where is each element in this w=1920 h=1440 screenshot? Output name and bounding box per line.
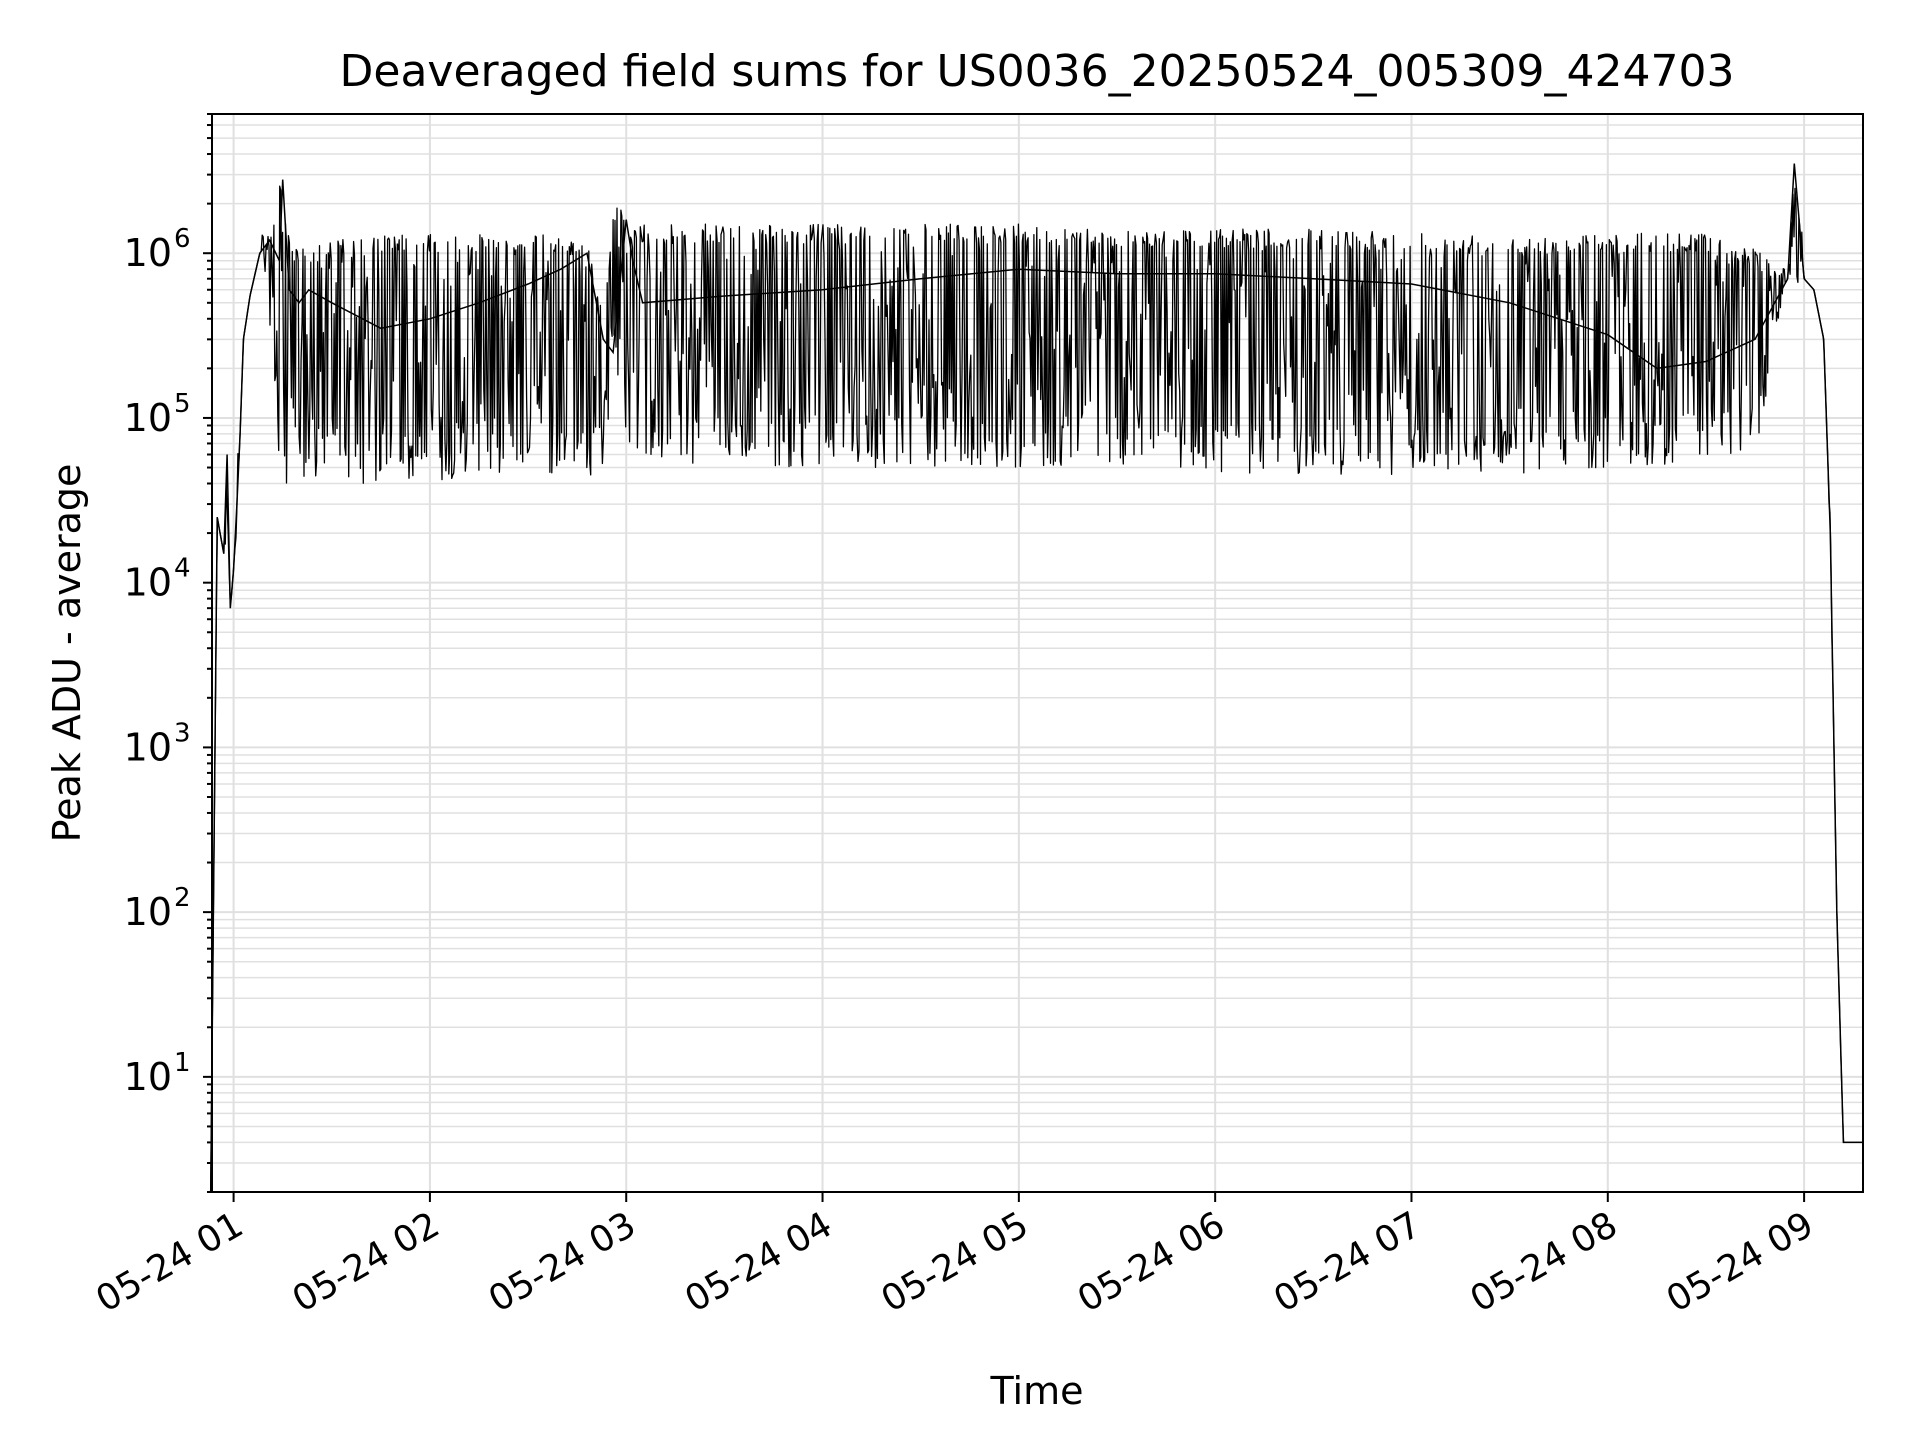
data-point: [259, 252, 261, 254]
data-point: [625, 219, 627, 221]
data-point: [723, 295, 725, 297]
data-point: [282, 179, 284, 181]
y-tick-exponent: 3: [174, 718, 191, 748]
y-axis-label: Peak ADU - average: [45, 464, 89, 843]
data-point: [822, 289, 824, 291]
x-tick-label: 05-24 03: [482, 1204, 643, 1320]
data-point: [298, 302, 300, 304]
data-point: [1829, 532, 1831, 534]
x-tick-label: 05-24 06: [1071, 1204, 1232, 1320]
data-point: [612, 351, 614, 353]
y-tick-label: 10: [124, 561, 172, 605]
data-point: [288, 289, 290, 291]
data-point: [239, 433, 241, 435]
data-point: [1705, 361, 1707, 363]
data-point: [236, 503, 238, 505]
data-point: [1803, 278, 1805, 280]
data-point: [1787, 278, 1789, 280]
data-point: [602, 338, 604, 340]
y-tick-label: 10: [124, 396, 172, 440]
x-tick-label: 05-24 05: [875, 1204, 1036, 1320]
data-point: [1214, 273, 1216, 275]
x-tick-label: 05-24 09: [1660, 1204, 1821, 1320]
data-point: [278, 260, 280, 262]
data-point: [249, 295, 251, 297]
data-point: [586, 252, 588, 254]
data-point: [1823, 338, 1825, 340]
y-tick-exponent: 1: [174, 1048, 191, 1078]
data-point: [1312, 278, 1314, 280]
series-line-fluctuation: [210, 185, 1863, 1193]
data-point: [527, 283, 529, 285]
data-point: [632, 260, 634, 262]
data-point: [1116, 273, 1118, 275]
data-point: [429, 318, 431, 320]
data-point: [1842, 1141, 1844, 1143]
x-tick-label: 05-24 04: [678, 1204, 839, 1320]
x-axis-label: Time: [990, 1369, 1084, 1413]
data-point: [308, 289, 310, 291]
x-tick-label: 05-24 01: [89, 1204, 250, 1320]
data-point: [242, 338, 244, 340]
series-layer: [209, 163, 1863, 1193]
y-tick-label: 10: [124, 725, 172, 769]
data-point: [226, 454, 228, 456]
y-tick-exponent: 2: [174, 883, 191, 913]
data-point: [560, 268, 562, 270]
y-tick-exponent: 5: [174, 389, 191, 419]
x-tick-label: 05-24 07: [1267, 1204, 1428, 1320]
data-point: [1754, 338, 1756, 340]
y-tick-label: 10: [124, 1055, 172, 1099]
y-tick-exponent: 6: [174, 224, 191, 254]
x-tick-label: 05-24 08: [1464, 1204, 1625, 1320]
data-point: [1813, 289, 1815, 291]
data-point: [380, 327, 382, 329]
data-point: [1411, 283, 1413, 285]
y-tick-label: 10: [124, 231, 172, 275]
series-line: [209, 163, 1863, 1193]
y-tick-label: 10: [124, 890, 172, 934]
data-point: [233, 569, 235, 571]
data-point: [216, 516, 218, 518]
data-point: [642, 302, 644, 304]
data-point: [1656, 367, 1658, 369]
plot-frame: [211, 113, 1864, 1193]
data-point: [1793, 163, 1795, 165]
chart-title: Deaveraged field sums for US0036_2025052…: [340, 46, 1735, 97]
data-point: [1018, 268, 1020, 270]
y-tick-exponent: 4: [174, 554, 191, 584]
data-point: [1836, 911, 1838, 913]
x-tick-label: 05-24 02: [286, 1204, 447, 1320]
x-axis: 05-24 01 05-24 02 05-24 03 05-24 04 05-24 05…: [89, 1192, 1821, 1321]
data-point: [269, 239, 271, 241]
data-point: [478, 302, 480, 304]
data-point: [229, 607, 231, 609]
data-point: [223, 553, 225, 555]
data-point: [1607, 334, 1609, 336]
data-point: [1509, 302, 1511, 304]
data-point: [920, 278, 922, 280]
data-point: [331, 302, 333, 304]
